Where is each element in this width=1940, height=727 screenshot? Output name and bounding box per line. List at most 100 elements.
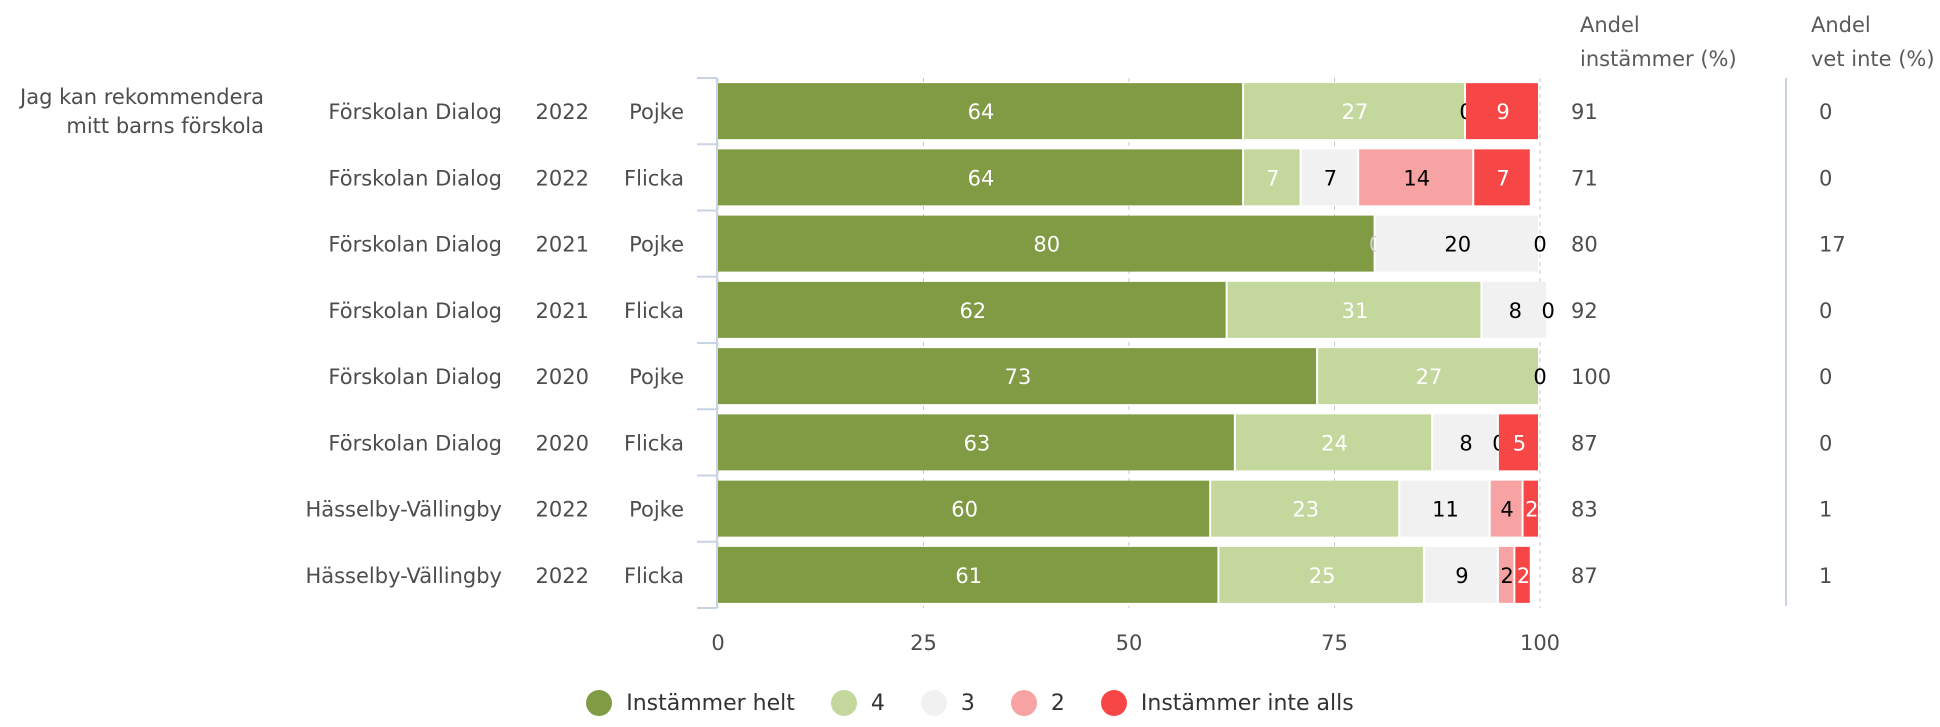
bar-segment <box>1474 149 1530 206</box>
bar-value-label: 64 <box>968 100 995 124</box>
bar-value-label: 9 <box>1496 100 1509 124</box>
bar-segment <box>1515 546 1530 603</box>
row-unit-label: Hässelby-Vällingby <box>305 564 502 588</box>
x-tick-label-25: 25 <box>910 631 937 655</box>
bar-value-label: 0 <box>1542 299 1555 323</box>
bar-value-label: 7 <box>1266 166 1279 190</box>
row-year-label: 2022 <box>536 498 589 522</box>
question-label-line2: mitt barns förskola <box>66 114 264 138</box>
share-agree-value: 80 <box>1571 233 1598 257</box>
share-dontknow-value: 0 <box>1819 299 1832 323</box>
legend-swatch <box>1100 690 1127 716</box>
row-gender-label: Pojke <box>629 100 684 124</box>
legend-label: Instämmer helt <box>626 690 795 716</box>
question-label-line1: Jag kan rekommendera <box>18 85 264 109</box>
share-agree-value: 87 <box>1571 564 1598 588</box>
legend-label: Instämmer inte alls <box>1140 690 1354 716</box>
legend-swatch <box>1010 690 1037 716</box>
row-gender-label: Flicka <box>624 166 684 190</box>
legend-item: 2 <box>1010 690 1065 716</box>
share-agree-value: 91 <box>1571 100 1598 124</box>
row-unit-label: Förskolan Dialog <box>328 431 502 455</box>
row-gender-label: Flicka <box>624 564 684 588</box>
share-agree-value: 83 <box>1571 498 1598 522</box>
legend-item: 4 <box>830 690 885 716</box>
share-dontknow-value: 1 <box>1819 498 1832 522</box>
bar-segment <box>718 480 1210 537</box>
share-dontknow-value: 0 <box>1819 365 1832 389</box>
bar-segment <box>1244 149 1300 206</box>
legend: Instämmer helt 4 3 2 Instämmer inte alls <box>0 690 1940 716</box>
bar-value-label: 5 <box>1513 431 1526 455</box>
bar-segment <box>1219 546 1423 603</box>
bar-segment <box>1482 281 1547 338</box>
legend-label: 3 <box>960 690 975 716</box>
bar-segment <box>1301 149 1358 206</box>
x-tick-label-75: 75 <box>1321 631 1348 655</box>
share-agree-value: 92 <box>1571 299 1598 323</box>
row-unit-label: Hässelby-Vällingby <box>305 498 502 522</box>
row-gender-label: Flicka <box>624 431 684 455</box>
bar-value-label: 9 <box>1455 564 1468 588</box>
row-gender-label: Flicka <box>624 299 684 323</box>
row-year-label: 2022 <box>536 100 589 124</box>
bar-segment <box>718 414 1234 471</box>
share-agree-value: 87 <box>1571 431 1598 455</box>
row-unit-label: Förskolan Dialog <box>328 100 502 124</box>
bar-segment <box>718 348 1317 405</box>
row-unit-label: Förskolan Dialog <box>328 365 502 389</box>
bar-value-label: 27 <box>1342 100 1369 124</box>
bar-value-label: 31 <box>1342 299 1369 323</box>
bar-value-label: 7 <box>1496 166 1509 190</box>
legend-item: Instämmer helt <box>586 690 795 716</box>
x-tick-label-50: 50 <box>1116 631 1143 655</box>
bar-value-label: 63 <box>964 431 991 455</box>
share-agree-header-line1: Andel <box>1580 13 1640 37</box>
share-dontknow-value: 1 <box>1819 564 1832 588</box>
bar-value-label: 7 <box>1324 166 1337 190</box>
bar-value-label: 8 <box>1459 431 1472 455</box>
row-gender-label: Pojke <box>629 365 684 389</box>
bar-value-label: 2 <box>1525 498 1538 522</box>
bar-value-label: 24 <box>1321 431 1348 455</box>
share-dontknow-header-line2: vet inte (%) <box>1811 47 1935 71</box>
legend-label: 2 <box>1050 690 1065 716</box>
bar-value-label: 11 <box>1432 498 1459 522</box>
bar-segment <box>718 149 1243 206</box>
share-dontknow-value: 0 <box>1819 166 1832 190</box>
bar-value-label: 61 <box>955 564 982 588</box>
x-tick-label-0: 0 <box>711 631 724 655</box>
bar-value-label: 27 <box>1416 365 1443 389</box>
bar-value-label: 64 <box>968 166 995 190</box>
bar-value-label: 23 <box>1292 498 1319 522</box>
row-unit-label: Förskolan Dialog <box>328 299 502 323</box>
bar-segment <box>718 83 1243 140</box>
bar-value-label: 0 <box>1533 365 1546 389</box>
legend-item: 3 <box>920 690 975 716</box>
bar-segment <box>1424 546 1497 603</box>
bar-segment <box>1227 281 1481 338</box>
bar-segment <box>1498 546 1514 603</box>
row-year-label: 2022 <box>536 564 589 588</box>
bar-value-label: 4 <box>1500 498 1513 522</box>
bar-value-label: 14 <box>1403 166 1430 190</box>
row-year-label: 2022 <box>536 166 589 190</box>
legend-item: Instämmer inte alls <box>1100 690 1354 716</box>
bar-segment <box>1211 480 1399 537</box>
bar-value-label: 2 <box>1500 564 1513 588</box>
stacked-bar-chart: Jag kan rekommendera mitt barns förskola… <box>18 13 1935 655</box>
bar-value-label: 73 <box>1005 365 1032 389</box>
share-agree-value: 71 <box>1571 166 1598 190</box>
bar-segment <box>1498 414 1538 471</box>
bar-value-label: 60 <box>951 498 978 522</box>
row-unit-label: Förskolan Dialog <box>328 166 502 190</box>
x-tick-label-100: 100 <box>1520 631 1560 655</box>
bar-segment <box>718 215 1374 272</box>
row-year-label: 2020 <box>536 365 589 389</box>
bar-value-label: 20 <box>1444 233 1471 257</box>
share-dontknow-value: 0 <box>1819 100 1832 124</box>
bar-segment <box>1235 414 1432 471</box>
share-agree-header-line2: instämmer (%) <box>1580 47 1737 71</box>
share-dontknow-header-line1: Andel <box>1811 13 1871 37</box>
bar-value-label: 0 <box>1533 233 1546 257</box>
